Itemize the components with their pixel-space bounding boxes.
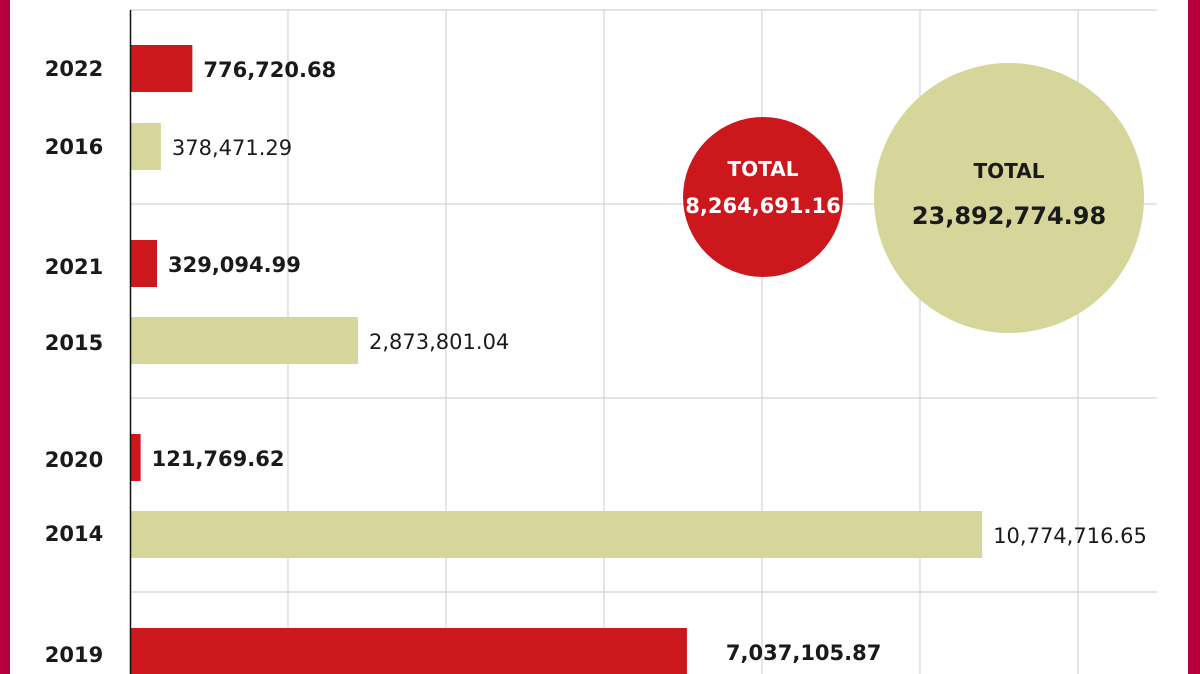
data-label: 378,471.29 — [172, 136, 292, 160]
bar-2016 — [131, 123, 161, 170]
y-tick-label: 2016 — [45, 135, 103, 159]
left-border — [0, 0, 10, 674]
totals: TOTAL 8,264,691.16 TOTAL 23,892,774.98 — [683, 63, 1144, 333]
total-value-khaki: 23,892,774.98 — [912, 202, 1106, 230]
total-label-red: TOTAL — [728, 157, 799, 181]
total-circle-khaki — [874, 63, 1144, 333]
bar-2015 — [131, 317, 359, 364]
y-tick-label: 2019 — [45, 643, 103, 667]
bar-2021 — [131, 240, 157, 287]
y-tick-label: 2014 — [45, 522, 103, 546]
data-label: 7,037,105.87 — [726, 641, 881, 665]
y-tick-label: 2015 — [45, 331, 103, 355]
y-tick-label: 2021 — [45, 255, 103, 279]
bars: 2022 776,720.68 2016 378,471.29 2021 329,094.… — [45, 45, 1147, 674]
data-label: 121,769.62 — [152, 447, 285, 471]
y-tick-label: 2020 — [45, 448, 103, 472]
data-label: 776,720.68 — [203, 58, 336, 82]
total-circle-red — [683, 117, 843, 277]
right-border — [1188, 0, 1200, 674]
data-label: 2,873,801.04 — [369, 330, 509, 354]
y-tick-label: 2022 — [45, 57, 103, 81]
data-label: 329,094.99 — [168, 253, 301, 277]
total-value-red: 8,264,691.16 — [685, 194, 840, 218]
bar-2014 — [131, 511, 983, 558]
bar-2020 — [131, 434, 141, 481]
data-label: 10,774,716.65 — [993, 524, 1147, 548]
bar-2022 — [131, 45, 193, 92]
total-label-khaki: TOTAL — [974, 159, 1045, 183]
bar-2019 — [131, 628, 687, 674]
